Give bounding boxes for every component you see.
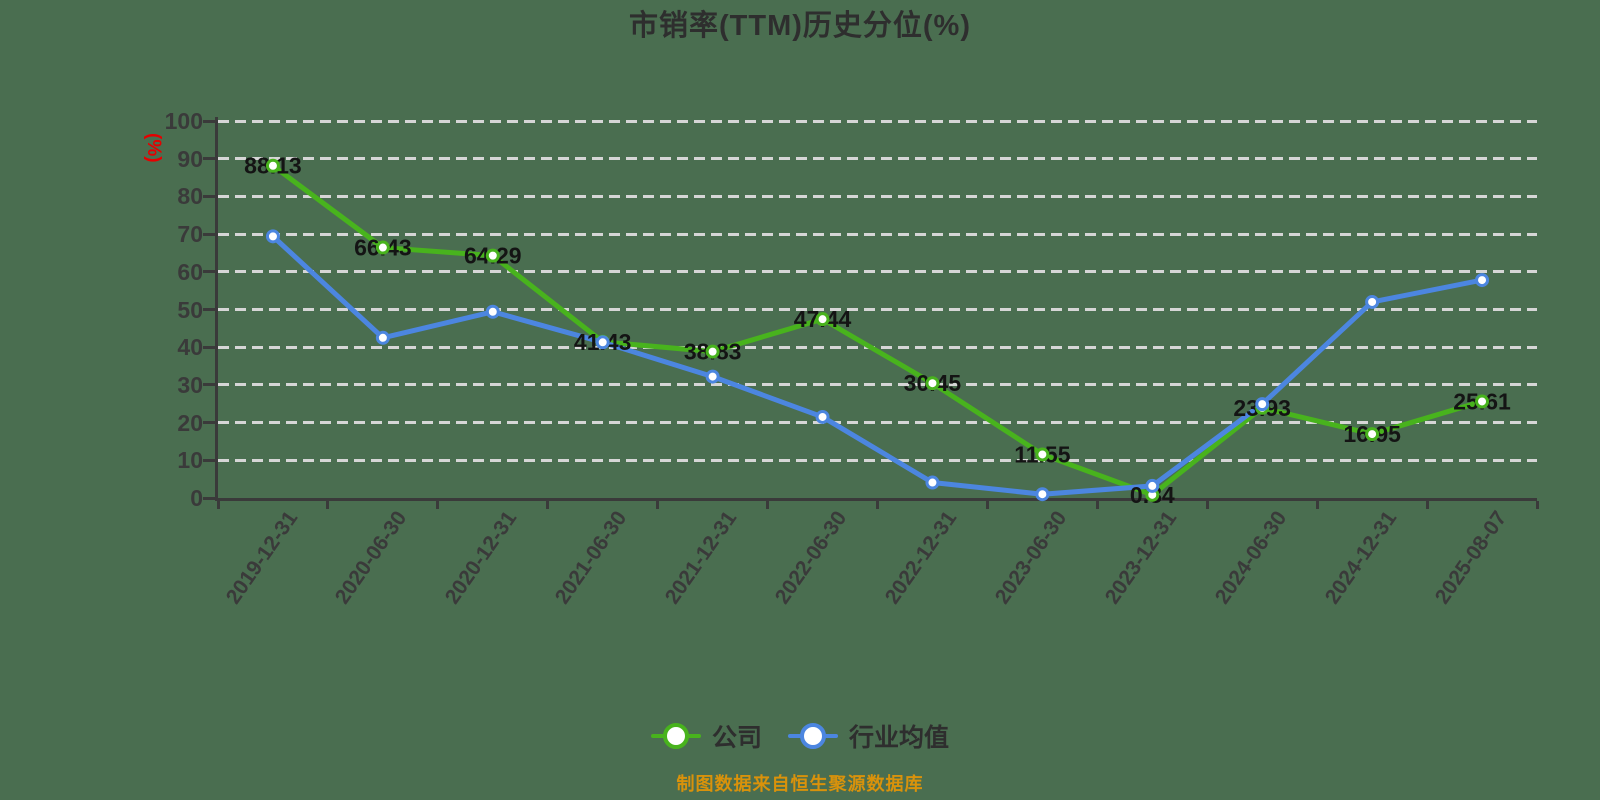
y-axis-tick [203,232,215,236]
x-axis-label: 2021-12-31 [661,507,742,609]
data-point-marker-industry-average[interactable] [375,330,390,345]
x-axis-label: 2020-06-30 [331,507,412,609]
y-axis-label: 10 [177,447,203,474]
x-axis-tick [876,501,879,509]
x-axis-tick [1535,501,1539,509]
gridline [218,157,1537,161]
gridline [218,119,1537,123]
y-axis-tick [203,119,215,123]
x-axis-tick [216,501,220,509]
x-axis-label: 2023-12-31 [1100,507,1182,609]
legend-item-industry-average[interactable]: 行业均值 [788,718,949,754]
legend-item-company[interactable]: 公司 [650,718,762,754]
x-axis-tick [985,501,989,509]
y-axis-tick [203,421,215,425]
x-axis-label: 2022-06-30 [770,507,852,609]
data-point-marker-industry-average[interactable] [265,229,280,244]
gridline [218,232,1537,236]
series-line-company [270,163,1485,498]
legend: 公司 行业均值 [0,712,1600,760]
x-axis-tick [1205,501,1209,509]
y-axis-label: 70 [177,221,203,248]
data-point-marker-company[interactable] [925,376,940,391]
y-axis-tick [203,194,215,198]
y-axis-tick [203,270,215,274]
plot-area: 0 10 20 30 40 50 60 70 80 90 100 2019-12-31 2020-06-… [165,108,1539,608]
data-point-marker-industry-average[interactable] [705,369,720,384]
data-point-marker-industry-average[interactable] [485,304,500,319]
data-point-marker-industry-average[interactable] [925,475,940,490]
x-axis-label: 2023-06-30 [990,507,1072,609]
company-legend-marker-icon [650,722,701,750]
data-point-marker-company[interactable] [1365,427,1380,442]
gridline [218,383,1537,387]
x-axis-label: 2019-12-31 [221,507,302,609]
y-axis-tick [203,157,215,161]
gridline [218,270,1537,274]
x-axis-tick [766,501,770,509]
y-axis-label: 40 [177,334,203,361]
data-point-marker-industry-average[interactable] [1145,478,1160,493]
industry-legend-marker-icon [788,722,838,750]
data-point-marker-industry-average[interactable] [1255,397,1270,412]
y-axis-label: 60 [177,258,203,285]
gridline [218,345,1537,349]
data-point-marker-industry-average[interactable] [1365,294,1380,309]
series-line-industry-average [270,233,1485,497]
data-point-marker-company[interactable] [485,248,500,263]
y-axis-tick [203,345,215,349]
x-axis-tick [326,501,330,509]
data-point-marker-company[interactable] [375,240,390,255]
x-axis-label: 2025-08-07 [1430,507,1511,609]
y-axis-unit-label: (%) [143,133,164,163]
y-axis-label: 80 [177,183,203,210]
legend-label-industry-average: 行业均值 [849,724,950,752]
series-plot: 88.1366.4364.2941.4338.8347.4430.4511.55… [244,153,1511,508]
y-axis-tick [203,308,215,311]
x-axis-tick [656,501,660,509]
x-axis-tick [1425,501,1429,509]
x-axis-label: 2021-06-30 [551,507,632,609]
x-axis-label: 2024-12-31 [1320,507,1401,609]
data-point-marker-company[interactable] [265,158,280,173]
x-axis-label: 2024-06-30 [1210,507,1292,609]
data-point-marker-company[interactable] [705,344,720,359]
data-point-marker-industry-average[interactable] [1035,487,1050,502]
y-axis-label: 50 [177,296,203,323]
legend-label-company: 公司 [711,724,762,752]
data-point-marker-company[interactable] [1475,394,1490,409]
x-axis-tick [1095,501,1099,509]
x-axis-tick [436,501,440,509]
data-point-marker-industry-average[interactable] [815,409,830,424]
y-axis-tick [203,383,215,387]
gridline [218,421,1537,425]
y-axis-label: 90 [177,145,203,172]
data-point-marker-company[interactable] [815,312,830,327]
x-axis-label: 2020-12-31 [441,507,522,609]
y-axis-line [215,117,218,501]
data-point-marker-industry-average[interactable] [1475,273,1490,288]
y-axis-label: 30 [177,371,203,398]
x-axis-tick [546,501,550,509]
x-axis-line [215,498,1537,501]
y-axis-tick [203,496,215,500]
y-axis-label: 100 [164,108,203,134]
y-axis-label: 0 [190,485,203,511]
data-point-marker-industry-average[interactable] [595,335,610,350]
chart-title: 市销率(TTM)历史分位(%) [628,10,971,42]
x-axis-label: 2022-12-31 [880,507,962,609]
gridline [218,194,1537,198]
y-axis-tick [203,458,215,462]
gridline [218,458,1537,462]
data-point-marker-company[interactable] [1035,447,1050,462]
data-source-note: 制图数据来自恒生聚源数据库 [676,774,924,794]
x-axis-tick [1315,501,1319,509]
y-axis-label: 20 [177,409,203,436]
gridline [218,308,1537,311]
